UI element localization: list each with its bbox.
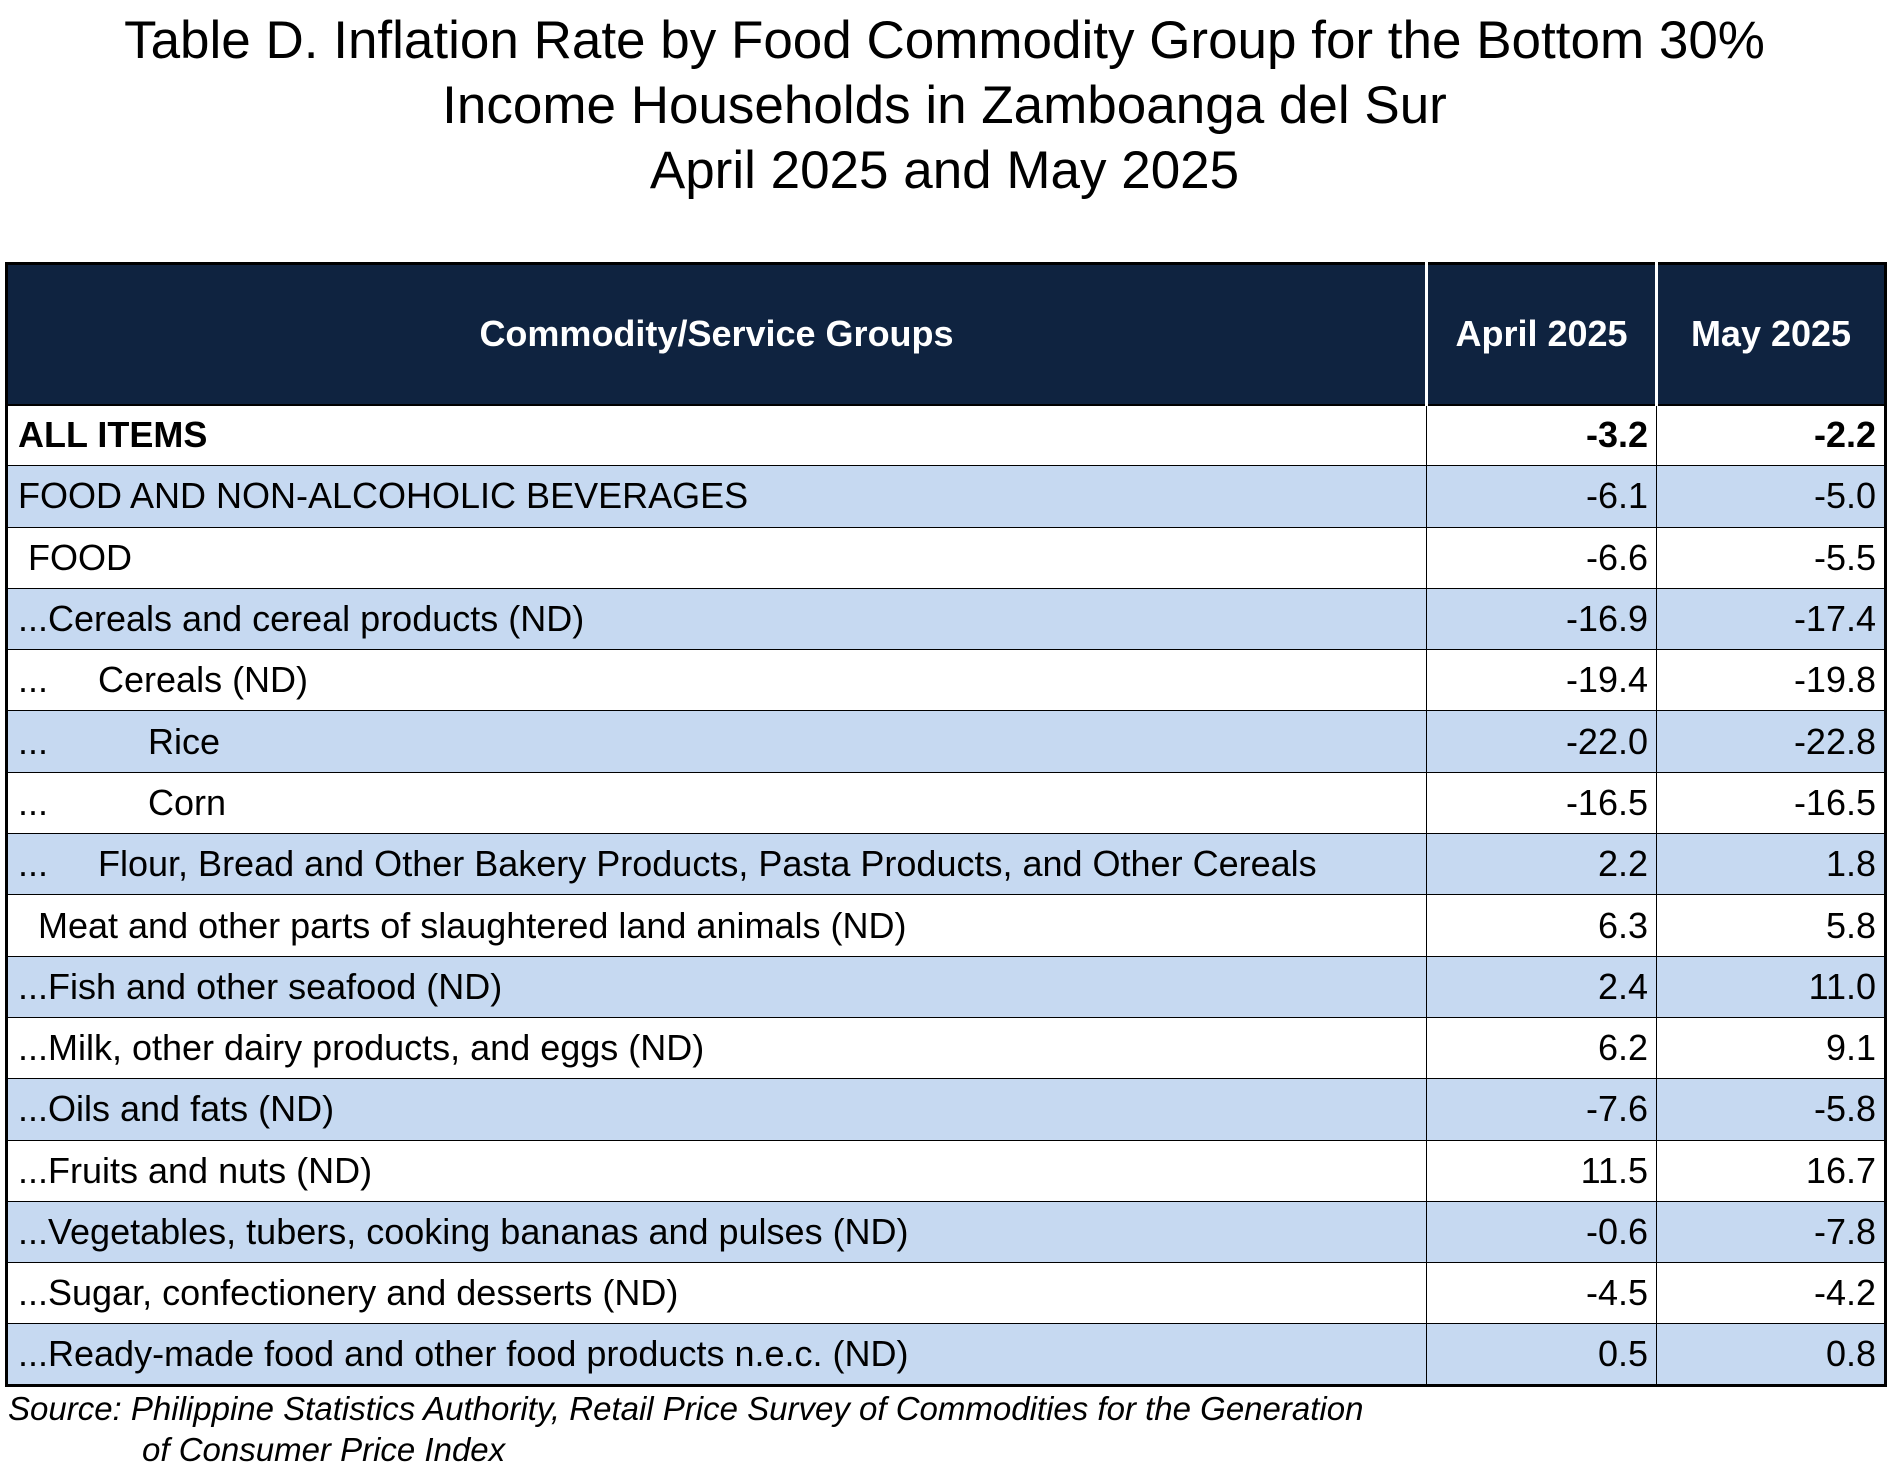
source-line-2: of Consumer Price Index — [142, 1431, 506, 1468]
april-value: -19.4 — [1426, 649, 1657, 711]
row-label: ... Corn — [6, 771, 1427, 834]
april-value: -3.2 — [1426, 403, 1657, 466]
april-value: -4.5 — [1426, 1262, 1657, 1324]
table-row: ...Vegetables, tubers, cooking bananas a… — [6, 1200, 1886, 1263]
may-value: 16.7 — [1656, 1139, 1886, 1202]
table-row: Meat and other parts of slaughtered land… — [6, 894, 1886, 957]
row-label: ... Cereals (ND) — [6, 649, 1427, 711]
may-value: -2.2 — [1656, 403, 1886, 466]
table-row: ... Rice -22.0 -22.8 — [6, 710, 1886, 773]
may-value: -19.8 — [1656, 649, 1886, 711]
april-value: 2.4 — [1426, 955, 1657, 1018]
table-row: ... Flour, Bread and Other Bakery Produc… — [6, 833, 1886, 895]
may-value: -17.4 — [1656, 587, 1886, 650]
table-row: ... Corn -16.5 -16.5 — [6, 771, 1886, 834]
table-row: FOOD AND NON-ALCOHOLIC BEVERAGES -6.1 -5.0 — [6, 465, 1886, 528]
source-line-1: Source: Philippine Statistics Authority,… — [8, 1390, 1364, 1427]
row-label: ...Cereals and cereal products (ND) — [6, 587, 1427, 650]
row-label: FOOD AND NON-ALCOHOLIC BEVERAGES — [6, 465, 1427, 528]
row-label: ...Ready-made food and other food produc… — [6, 1323, 1427, 1386]
row-label: ...Milk, other dairy products, and eggs … — [6, 1016, 1427, 1079]
may-value: -5.0 — [1656, 465, 1886, 528]
row-label: ...Sugar, confectionery and desserts (ND… — [6, 1262, 1427, 1324]
april-value: -16.5 — [1426, 771, 1657, 834]
may-value: -22.8 — [1656, 710, 1886, 773]
april-value: -22.0 — [1426, 710, 1657, 773]
april-value: 0.5 — [1426, 1323, 1657, 1386]
title-line-1: Table D. Inflation Rate by Food Commodit… — [124, 11, 1765, 70]
april-value: -7.6 — [1426, 1078, 1657, 1141]
may-value: 5.8 — [1656, 894, 1886, 957]
april-value: 6.2 — [1426, 1016, 1657, 1079]
may-value: -4.2 — [1656, 1262, 1886, 1324]
april-value: -16.9 — [1426, 587, 1657, 650]
table-row: FOOD -6.6 -5.5 — [6, 526, 1886, 589]
table-row: ...Cereals and cereal products (ND) -16.9… — [6, 587, 1886, 650]
may-value: 11.0 — [1656, 955, 1886, 1018]
may-value: -5.8 — [1656, 1078, 1886, 1141]
table-row: ...Milk, other dairy products, and eggs … — [6, 1016, 1886, 1079]
row-label: ... Flour, Bread and Other Bakery Produc… — [6, 833, 1427, 895]
april-value: 11.5 — [1426, 1139, 1657, 1202]
april-value: -0.6 — [1426, 1200, 1657, 1263]
april-value: -6.6 — [1426, 526, 1657, 589]
april-value: 6.3 — [1426, 894, 1657, 957]
table-row: ALL ITEMS -3.2 -2.2 — [6, 403, 1886, 466]
may-value: -5.5 — [1656, 526, 1886, 589]
row-label: ...Fish and other seafood (ND) — [6, 955, 1427, 1018]
may-value: -7.8 — [1656, 1200, 1886, 1263]
row-label: ...Oils and fats (ND) — [6, 1078, 1427, 1141]
april-value: -6.1 — [1426, 465, 1657, 528]
table-row: ...Oils and fats (ND) -7.6 -5.8 — [6, 1078, 1886, 1141]
table-row: ...Ready-made food and other food produc… — [6, 1323, 1886, 1386]
row-label: Meat and other parts of slaughtered land… — [6, 894, 1427, 957]
table-title: Table D. Inflation Rate by Food Commodit… — [0, 8, 1889, 203]
row-label: ... Rice — [6, 710, 1427, 773]
row-label: ALL ITEMS — [6, 403, 1427, 466]
title-line-3: April 2025 and May 2025 — [649, 141, 1240, 200]
header-commodity: Commodity/Service Groups — [6, 263, 1427, 406]
header-may: May 2025 — [1655, 263, 1886, 406]
header-row: Commodity/Service Groups April 2025 May … — [6, 263, 1886, 406]
source-note: Source: Philippine Statistics Authority,… — [8, 1388, 1363, 1470]
title-line-2: Income Households in Zamboanga del Sur — [442, 76, 1447, 135]
table-row: ...Fish and other seafood (ND) 2.4 11.0 — [6, 955, 1886, 1018]
may-value: 0.8 — [1656, 1323, 1886, 1386]
april-value: 2.2 — [1426, 833, 1657, 895]
may-value: -16.5 — [1656, 771, 1886, 834]
may-value: 1.8 — [1656, 833, 1886, 895]
header-april: April 2025 — [1425, 263, 1657, 406]
row-label: ...Vegetables, tubers, cooking bananas a… — [6, 1200, 1427, 1263]
table-row: ...Sugar, confectionery and desserts (ND… — [6, 1262, 1886, 1324]
may-value: 9.1 — [1656, 1016, 1886, 1079]
table-row: ... Cereals (ND) -19.4 -19.8 — [6, 649, 1886, 711]
inflation-table: Commodity/Service Groups April 2025 May … — [5, 262, 1887, 1387]
row-label: ...Fruits and nuts (ND) — [6, 1139, 1427, 1202]
table-row: ...Fruits and nuts (ND) 11.5 16.7 — [6, 1139, 1886, 1202]
row-label: FOOD — [6, 526, 1427, 589]
